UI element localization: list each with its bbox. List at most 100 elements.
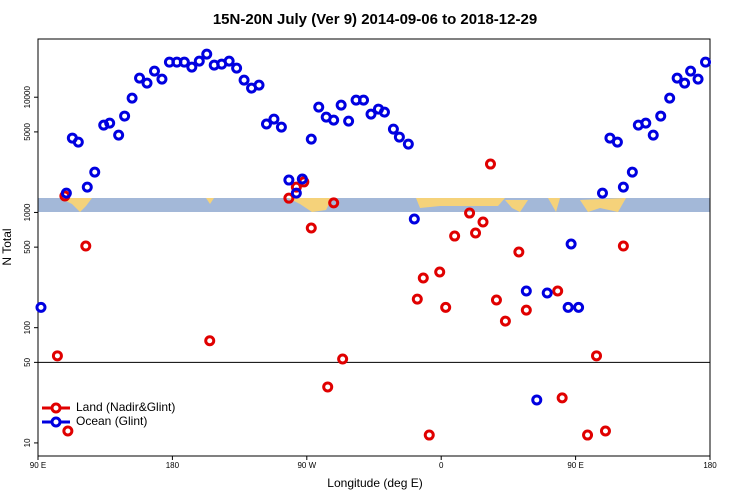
data-point [408,213,420,225]
data-point [599,425,611,437]
data-point [335,99,347,111]
data-point [260,118,272,130]
data-point [358,94,370,106]
data-point [290,181,302,193]
data-point [283,174,295,186]
data-point [290,187,302,199]
data-point [343,115,355,127]
data-point [531,394,543,406]
data-point [582,429,594,441]
data-point [328,197,340,209]
data-point [700,56,712,68]
data-point [81,181,93,193]
data-point [204,335,216,347]
data-point [640,117,652,129]
x-tick-label: 90 W [297,461,316,470]
data-point [470,227,482,239]
data-point [148,65,160,77]
data-point [402,138,414,150]
data-point [692,73,704,85]
y-tick-label: 100 [23,320,32,334]
data-point [134,72,146,84]
data-point [62,425,74,437]
y-axis-label: N Total [0,228,14,265]
data-point [591,350,603,362]
data-point [417,272,429,284]
data-point [72,136,84,148]
data-point [647,129,659,141]
data-point [499,315,511,327]
data-point [51,350,63,362]
data-point [119,110,131,122]
data-point [305,133,317,145]
data-point [449,230,461,242]
data-point [411,293,423,305]
data-point [626,166,638,178]
legend-label: Land (Nadir&Glint) [76,400,175,414]
data-point [113,129,125,141]
data-point [313,101,325,113]
data-point [275,121,287,133]
data-point [484,158,496,170]
data-point [617,181,629,193]
land-band [60,198,626,212]
data-point [253,79,265,91]
y-tick-label: 50 [23,357,32,366]
data-point [305,222,317,234]
data-point [671,72,683,84]
x-axis-label: Longitude (deg E) [327,476,422,490]
x-tick-label: 180 [166,461,180,470]
data-point [562,301,574,313]
data-point [80,240,92,252]
y-tick-label: 500 [23,240,32,254]
x-tick-label: 180 [703,461,717,470]
data-point [193,55,205,67]
legend-marker [50,416,62,428]
data-point [490,294,502,306]
data-point [393,131,405,143]
y-tick-label: 1000 [23,203,32,221]
data-point [223,55,235,67]
data-point [520,285,532,297]
data-point [186,61,198,73]
data-point [238,74,250,86]
data-point [104,117,116,129]
data-point [520,304,532,316]
data-point [477,216,489,228]
data-point [156,73,168,85]
y-tick-label: 10000 [23,86,32,109]
data-point [337,353,349,365]
data-point [655,110,667,122]
data-point [201,48,213,60]
data-point [387,123,399,135]
data-point [268,113,280,125]
data-point [126,92,138,104]
data-point [231,62,243,74]
data-point [434,266,446,278]
data-point [664,92,676,104]
data-point [440,301,452,313]
data-point [141,77,153,89]
data-point [617,240,629,252]
data-point [556,392,568,404]
data-point [178,56,190,68]
chart-title: 15N-20N July (Ver 9) 2014-09-06 to 2018-… [213,11,537,28]
x-tick-label: 0 [439,461,444,470]
data-point [296,173,308,185]
data-point [464,207,476,219]
data-point [552,285,564,297]
data-point [596,187,608,199]
legend-label: Ocean (Glint) [76,414,147,428]
data-point [679,77,691,89]
data-point [35,301,47,313]
data-point [541,287,553,299]
legend: Land (Nadir&Glint)Ocean (Glint) [42,400,175,428]
data-point [573,301,585,313]
data-point [322,381,334,393]
data-point [378,106,390,118]
data-point [328,114,340,126]
legend-marker [50,402,62,414]
data-point [423,429,435,441]
data-point [365,108,377,120]
